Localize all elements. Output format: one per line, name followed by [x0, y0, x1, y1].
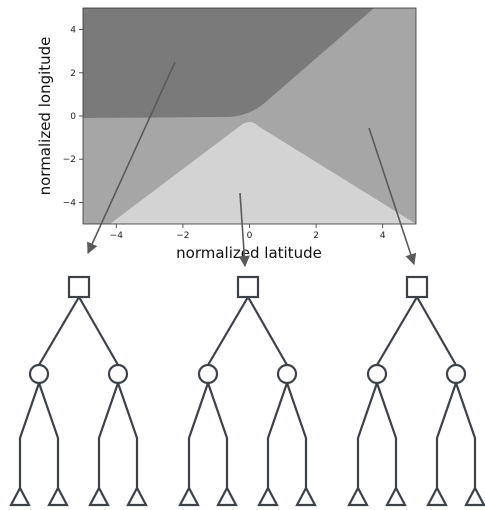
- tree-internal-node: [107, 363, 129, 385]
- tree-leaf-node: [347, 485, 369, 507]
- region-bottom-center: [110, 122, 416, 224]
- tree-leaf-node: [126, 485, 148, 507]
- pointer-arrows: [87, 61, 417, 268]
- region-upper-left: [83, 8, 374, 118]
- x-tick-label: 0: [247, 231, 253, 241]
- y-tick-label: −4: [63, 198, 77, 208]
- tree-internal-node: [366, 363, 388, 385]
- tree-internal-node: [28, 363, 50, 385]
- tree-2: [178, 275, 317, 507]
- y-tick-label: −2: [63, 155, 76, 165]
- tree-edge: [247, 296, 288, 366]
- tree-edge: [187, 382, 210, 490]
- tree-leaf-node: [295, 485, 317, 507]
- y-axis-label: normalized longitude: [36, 37, 54, 196]
- tree-edge: [375, 382, 398, 490]
- y-tick-label: 4: [70, 26, 76, 36]
- tree-leaf-node: [385, 485, 407, 507]
- tree-edge: [285, 382, 308, 490]
- tree-edge: [78, 296, 119, 366]
- x-axis-ticks: −4 −2 0 2 4: [110, 224, 386, 241]
- x-tick-label: 2: [313, 231, 319, 241]
- tree-internal-node: [276, 363, 298, 385]
- tree-root-node: [405, 275, 429, 299]
- tree-edge: [435, 382, 458, 490]
- tree-internal-node: [445, 363, 467, 385]
- tree-leaf-node: [426, 485, 448, 507]
- decision-region-plot: [83, 8, 416, 224]
- x-tick-label: −4: [110, 231, 124, 241]
- tree-edge: [207, 296, 249, 366]
- tree-root-node: [67, 275, 91, 299]
- tree-leaf-node: [178, 485, 200, 507]
- tree-leaf-node: [9, 485, 31, 507]
- tree-leaf-node: [257, 485, 279, 507]
- tree-1: [9, 275, 148, 507]
- x-tick-label: 4: [380, 231, 386, 241]
- pointer-arrow-right: [368, 127, 417, 266]
- tree-leaf-node: [47, 485, 69, 507]
- decision-trees: [9, 275, 485, 507]
- tree-edge: [206, 382, 229, 490]
- tree-edge: [18, 382, 41, 490]
- y-tick-label: 0: [70, 112, 76, 122]
- y-axis-ticks: 4 2 0 −2 −4: [63, 26, 83, 208]
- x-tick-label: −2: [176, 231, 189, 241]
- y-tick-label: 2: [70, 69, 76, 79]
- tree-edge: [37, 382, 60, 490]
- tree-3: [347, 275, 485, 507]
- tree-edge: [356, 382, 379, 490]
- tree-edge: [454, 382, 477, 490]
- tree-edge: [416, 296, 457, 366]
- x-axis-label: normalized latitude: [176, 244, 322, 262]
- tree-leaf-node: [216, 485, 238, 507]
- tree-edge: [38, 296, 80, 366]
- pointer-arrow-left: [87, 61, 176, 255]
- tree-edge: [376, 296, 418, 366]
- tree-leaf-node: [88, 485, 110, 507]
- tree-edge: [266, 382, 289, 490]
- tree-internal-node: [197, 363, 219, 385]
- tree-edge: [116, 382, 139, 490]
- tree-leaf-node: [464, 485, 485, 507]
- tree-root-node: [236, 275, 260, 299]
- tree-edge: [97, 382, 120, 490]
- pointer-arrow-center: [238, 192, 250, 268]
